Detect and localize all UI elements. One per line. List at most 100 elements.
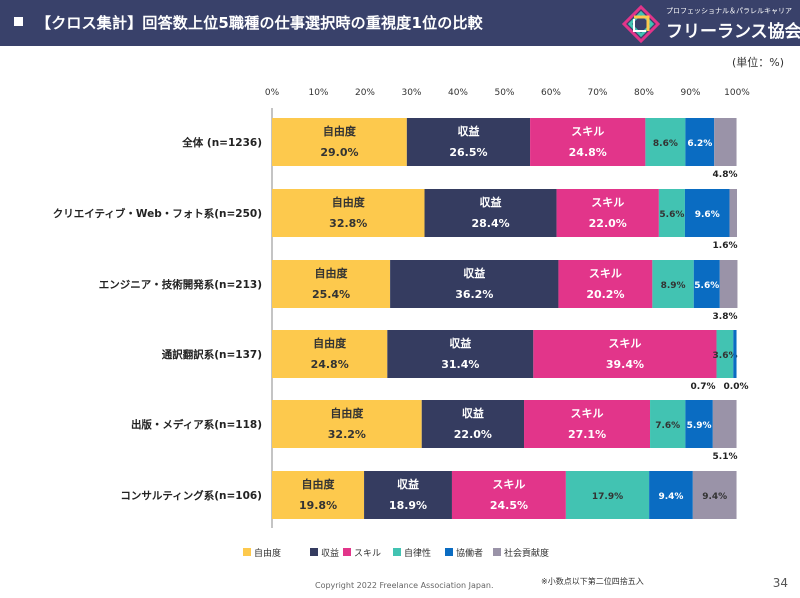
data-label: 24.8% (569, 146, 607, 159)
bar-segment (272, 260, 391, 308)
data-label: 22.0% (454, 428, 492, 441)
x-tick-label: 80% (634, 88, 654, 98)
legend-swatch (493, 548, 501, 556)
data-label: 5.6% (659, 210, 684, 220)
bar-segment (650, 400, 686, 448)
data-label: 5.1% (713, 452, 738, 462)
segment-name-label: スキル (571, 125, 604, 138)
x-tick-label: 70% (587, 88, 607, 98)
bar-segment (387, 330, 534, 378)
segment-name-label: スキル (571, 407, 604, 420)
x-tick-label: 90% (680, 88, 700, 98)
data-label: 24.5% (490, 499, 528, 512)
bar-segment (272, 330, 388, 378)
data-label: 0.7% (691, 382, 716, 392)
bar-segment (693, 260, 720, 308)
data-label: 8.6% (653, 139, 678, 149)
data-label: 31.4% (441, 358, 479, 371)
bar-segment (645, 118, 686, 166)
bar-segment (424, 189, 557, 237)
bar-segment (719, 260, 738, 308)
data-label: 19.8% (299, 499, 337, 512)
bar-segment (684, 189, 730, 237)
unit-label: (単位：%) (731, 56, 784, 69)
segment-name-label: 収益 (397, 477, 419, 491)
legend-label: 自律性 (404, 547, 431, 559)
segment-name-label: 自由度 (302, 477, 336, 491)
category-label: クリエイティブ・Web・フォト系(n=250) (53, 207, 262, 220)
category-label: コンサルティング系(n=106) (120, 489, 262, 502)
legend-swatch (243, 548, 251, 556)
page-title: 【クロス集計】回答数上位5職種の仕事選択時の重視度1位の比較 (36, 14, 483, 32)
segment-name-label: 自由度 (330, 406, 364, 420)
category-label: エンジニア・技術開発系(n=213) (99, 278, 262, 291)
legend-swatch (343, 548, 351, 556)
bar-segment (652, 260, 694, 308)
bar-segment (716, 330, 734, 378)
data-label: 9.4% (658, 492, 683, 502)
bar-segment (729, 189, 737, 237)
segment-name-label: スキル (591, 196, 624, 209)
data-label: 9.6% (695, 210, 720, 220)
segment-name-label: 収益 (480, 195, 502, 209)
data-label: 27.1% (568, 428, 606, 441)
data-label: 5.9% (687, 421, 712, 431)
bar-segment (272, 400, 422, 448)
segment-name-label: スキル (608, 337, 641, 350)
data-label: 20.2% (586, 288, 624, 301)
segment-name-label: 収益 (449, 336, 471, 350)
copyright-text: Copyright 2022 Freelance Association Jap… (315, 581, 494, 590)
logo-icon (622, 5, 660, 43)
data-label: 24.8% (311, 358, 349, 371)
data-label: 7.6% (655, 421, 680, 431)
legend-swatch (310, 548, 318, 556)
x-tick-label: 100% (724, 88, 750, 98)
data-label: 28.4% (471, 217, 509, 230)
legend-label: 収益 (321, 547, 339, 559)
bar-segment (712, 400, 737, 448)
segment-name-label: 自由度 (332, 195, 366, 209)
segment-name-label: 収益 (462, 406, 484, 420)
bar-segment (272, 471, 365, 519)
data-label: 6.2% (687, 139, 712, 149)
bar-segment (649, 471, 693, 519)
segment-name-label: スキル (589, 267, 622, 280)
data-label: 39.4% (606, 358, 644, 371)
bar-segment (533, 330, 717, 378)
category-label: 全体 (n=1236) (181, 136, 262, 149)
bar-segment (558, 260, 653, 308)
logo-name: フリーランス協会 (666, 22, 800, 42)
data-label: 3.8% (713, 312, 738, 322)
bar-segment (685, 118, 715, 166)
data-label: 5.6% (694, 281, 719, 291)
legend-label: 協働者 (456, 547, 483, 559)
data-label: 1.6% (713, 241, 738, 251)
title-bullet (14, 17, 23, 26)
bar-segment (524, 400, 651, 448)
bar-segment (658, 189, 685, 237)
data-label: 9.4% (702, 492, 727, 502)
bar-segment (685, 400, 713, 448)
bar-segment (451, 471, 566, 519)
bar-segment (714, 118, 737, 166)
bar-segment (406, 118, 531, 166)
page-number: 34 (772, 576, 788, 590)
x-tick-label: 20% (355, 88, 375, 98)
data-label: 26.5% (449, 146, 487, 159)
rounding-note: ※小数点以下第二位四捨五入 (541, 577, 644, 586)
segment-name-label: スキル (492, 478, 525, 491)
data-label: 0.0% (724, 382, 749, 392)
data-label: 4.8% (713, 170, 738, 180)
category-label: 通訳翻訳系(n=137) (162, 348, 262, 361)
legend-label: 社会貢献度 (504, 547, 549, 559)
data-label: 29.0% (320, 146, 358, 159)
data-label: 32.2% (328, 428, 366, 441)
segment-name-label: 自由度 (323, 124, 357, 138)
data-label: 22.0% (589, 217, 627, 230)
logo-subtitle: プロフェッショナル＆パラレルキャリア (666, 7, 792, 15)
bar-segment (565, 471, 650, 519)
data-label: 18.9% (389, 499, 427, 512)
segment-name-label: 収益 (463, 266, 485, 280)
segment-name-label: 収益 (457, 124, 479, 138)
